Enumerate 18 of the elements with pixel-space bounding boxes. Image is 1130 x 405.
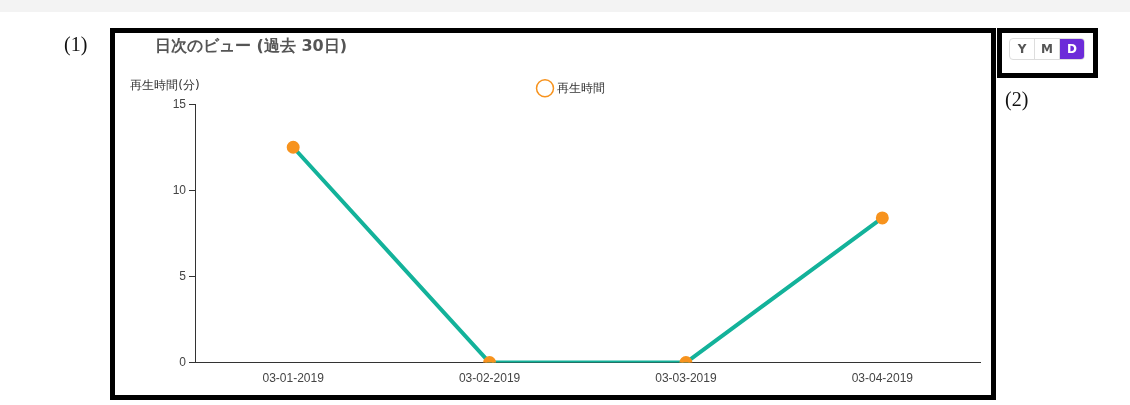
text: (1) bbox=[64, 33, 88, 56]
x-tick-label: 03-03-2019 bbox=[655, 371, 717, 386]
legend-label: 再生時間 bbox=[557, 80, 605, 95]
y-tick-label: 5 bbox=[179, 268, 187, 283]
chart-title: 日次のビュー (過去 30日) bbox=[155, 35, 348, 55]
text: (2) bbox=[1005, 88, 1029, 111]
y-axis-title: 再生時間(分) bbox=[130, 78, 200, 93]
point bbox=[286, 140, 300, 154]
y-tick-label: 0 bbox=[179, 354, 187, 369]
x-tick-label: 03-02-2019 bbox=[458, 371, 521, 386]
point bbox=[875, 211, 889, 225]
x-tick-label: 03-04-2019 bbox=[851, 371, 914, 386]
text: M bbox=[1035, 39, 1060, 59]
x-tick-label: 03-01-2019 bbox=[262, 371, 325, 386]
text: D bbox=[1060, 39, 1084, 59]
text: Y bbox=[1010, 39, 1035, 59]
y-tick-label: 15 bbox=[172, 96, 187, 111]
y-tick-label: 10 bbox=[172, 182, 187, 197]
